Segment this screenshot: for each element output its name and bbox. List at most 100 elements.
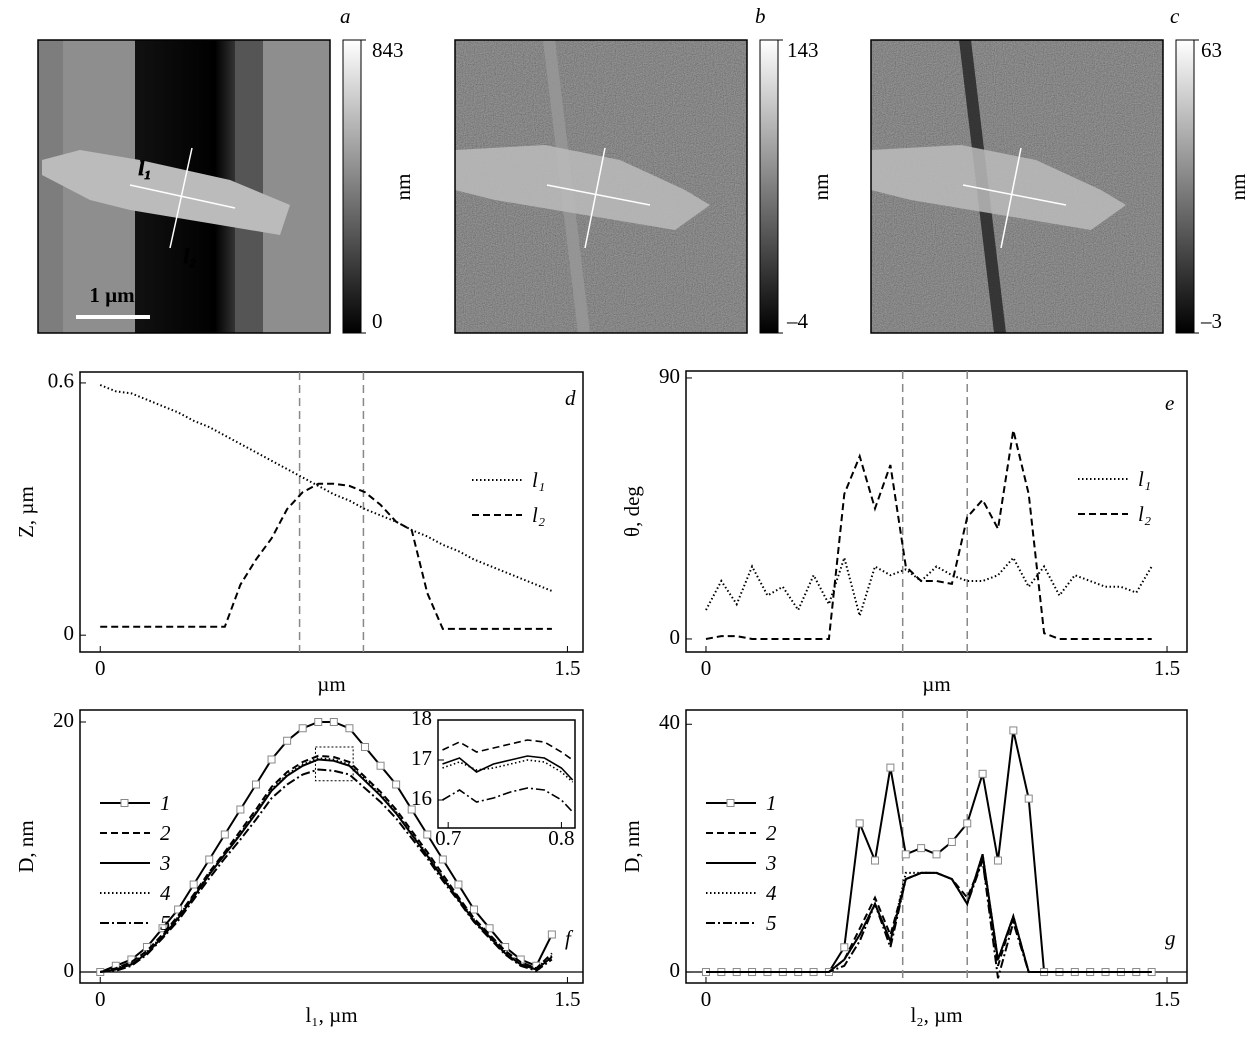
colorbar-label: nm bbox=[391, 174, 415, 201]
legend-label: 2 bbox=[160, 821, 171, 845]
marker bbox=[376, 761, 385, 770]
series-line bbox=[442, 755, 574, 781]
x-tick-label: 1.5 bbox=[1154, 656, 1180, 680]
profile-line bbox=[1000, 147, 1022, 249]
series-line bbox=[442, 739, 574, 761]
plot-frame bbox=[437, 719, 576, 829]
marker bbox=[189, 880, 198, 889]
y-tick-label: 20 bbox=[53, 708, 74, 732]
y-tick-label: 18 bbox=[411, 706, 432, 730]
marker bbox=[485, 924, 494, 933]
legend-label: l₂ bbox=[1138, 502, 1151, 526]
colorbar-label: nm bbox=[809, 174, 833, 201]
annotation: l₁ bbox=[138, 156, 151, 180]
marker bbox=[267, 755, 276, 764]
legend-label: 3 bbox=[159, 851, 171, 875]
afm-image bbox=[871, 40, 1163, 333]
marker bbox=[174, 905, 183, 914]
plot-frame bbox=[685, 370, 1188, 653]
legend-label: 5 bbox=[766, 911, 777, 935]
profile-line bbox=[169, 147, 193, 249]
marker bbox=[1024, 794, 1033, 803]
legend-label: l₂ bbox=[532, 503, 545, 527]
x-tick-label: 0.8 bbox=[548, 826, 574, 850]
marker bbox=[963, 819, 972, 828]
series-line bbox=[99, 754, 553, 973]
marker bbox=[423, 830, 432, 839]
marker bbox=[220, 830, 229, 839]
x-tick-label: 1.5 bbox=[554, 656, 580, 680]
afm-image: l₁ l₂ 1 µm bbox=[38, 40, 330, 333]
panel-letter: b bbox=[755, 4, 766, 28]
x-tick-label: 0 bbox=[95, 987, 106, 1011]
colorbar-tick-label: 0 bbox=[372, 309, 383, 333]
panel-letter: e bbox=[1165, 391, 1174, 415]
y-tick-label: 0 bbox=[670, 958, 681, 982]
marker bbox=[236, 805, 245, 814]
marker bbox=[469, 905, 478, 914]
marker bbox=[978, 769, 987, 778]
y-axis-label: D, nm bbox=[620, 820, 644, 873]
panel-letter: f bbox=[565, 926, 574, 950]
x-axis-label: l₂, µm bbox=[910, 1003, 962, 1027]
marker bbox=[454, 880, 463, 889]
inset-bg bbox=[438, 720, 575, 828]
plot-frame bbox=[685, 709, 1188, 984]
legend-label: l₁ bbox=[532, 468, 545, 492]
profile-line bbox=[129, 184, 236, 209]
zoom-box bbox=[314, 746, 354, 782]
x-axis-label: µm bbox=[317, 672, 345, 696]
y-tick-label: 16 bbox=[411, 786, 432, 810]
legend-label: l₁ bbox=[1138, 467, 1151, 491]
marker bbox=[438, 855, 447, 864]
colorbar-tick-label: 143 bbox=[787, 38, 819, 62]
marker bbox=[392, 780, 401, 789]
y-tick-label: 40 bbox=[659, 710, 680, 734]
series-line bbox=[100, 482, 552, 630]
plot-frame bbox=[79, 371, 584, 653]
y-tick-label: 0 bbox=[64, 621, 75, 645]
x-tick-label: 1.5 bbox=[1154, 987, 1180, 1011]
stripe bbox=[38, 40, 63, 333]
marker bbox=[283, 736, 292, 745]
legend-marker bbox=[120, 799, 129, 807]
colorbar bbox=[1175, 39, 1195, 334]
marker bbox=[205, 855, 214, 864]
colorbar-tick-label: –4 bbox=[786, 309, 809, 333]
marker bbox=[158, 924, 167, 933]
y-tick-label: 0 bbox=[64, 958, 75, 982]
y-tick-label: 0.6 bbox=[48, 369, 74, 393]
x-tick-label: 0 bbox=[701, 656, 712, 680]
marker bbox=[298, 724, 307, 733]
legend-label: 1 bbox=[766, 791, 777, 815]
profile-line bbox=[546, 184, 651, 206]
legend-label: 5 bbox=[160, 911, 171, 935]
marker bbox=[251, 780, 260, 789]
image-frame bbox=[37, 39, 331, 334]
series-line bbox=[99, 384, 553, 592]
colorbar-tick-label: 63 bbox=[1201, 38, 1222, 62]
y-tick-label: 0 bbox=[670, 625, 681, 649]
marker bbox=[932, 850, 941, 859]
x-tick-label: 0 bbox=[701, 987, 712, 1011]
annotation: 1 µm bbox=[89, 283, 135, 307]
panel-letter: d bbox=[565, 386, 576, 410]
marker bbox=[360, 743, 369, 751]
x-tick-label: 0.7 bbox=[435, 826, 461, 850]
flake bbox=[871, 145, 1126, 230]
marker bbox=[871, 856, 880, 865]
series-line bbox=[442, 787, 574, 813]
marker bbox=[329, 718, 338, 726]
marker bbox=[901, 850, 910, 859]
colorbar bbox=[342, 39, 362, 334]
y-axis-label: D, nm bbox=[14, 820, 38, 873]
y-tick-label: 90 bbox=[659, 364, 680, 388]
marker bbox=[547, 930, 556, 939]
marker bbox=[345, 724, 354, 733]
colorbar-tick-label: –3 bbox=[1200, 309, 1222, 333]
panel-letter: a bbox=[340, 4, 351, 28]
image-frame bbox=[870, 39, 1164, 334]
marker bbox=[993, 856, 1002, 865]
legend-label: 4 bbox=[766, 881, 777, 905]
